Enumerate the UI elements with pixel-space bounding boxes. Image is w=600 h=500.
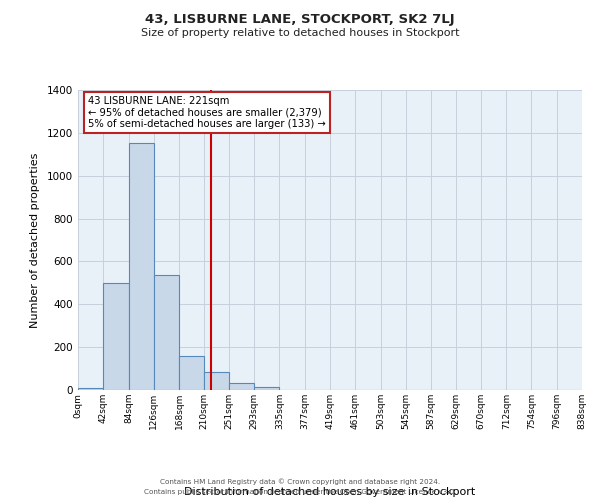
Text: 43 LISBURNE LANE: 221sqm
← 95% of detached houses are smaller (2,379)
5% of semi: 43 LISBURNE LANE: 221sqm ← 95% of detach… (88, 96, 326, 129)
Bar (229, 382, 254, 390)
Bar (78, 388, 103, 390)
Text: Size of property relative to detached houses in Stockport: Size of property relative to detached ho… (141, 28, 459, 38)
Bar (205, 372, 229, 390)
X-axis label: Distribution of detached houses by size in Stockport: Distribution of detached houses by size … (184, 488, 476, 498)
Y-axis label: Number of detached properties: Number of detached properties (30, 152, 40, 328)
Text: Contains HM Land Registry data © Crown copyright and database right 2024.: Contains HM Land Registry data © Crown c… (160, 478, 440, 485)
Text: Contains public sector information licensed under the Open Government Licence v3: Contains public sector information licen… (144, 489, 456, 495)
Bar (154, 276, 179, 390)
Text: 43, LISBURNE LANE, STOCKPORT, SK2 7LJ: 43, LISBURNE LANE, STOCKPORT, SK2 7LJ (145, 12, 455, 26)
Bar (103, 283, 128, 390)
Bar (179, 356, 205, 390)
Bar (254, 387, 280, 390)
Bar (128, 142, 154, 390)
